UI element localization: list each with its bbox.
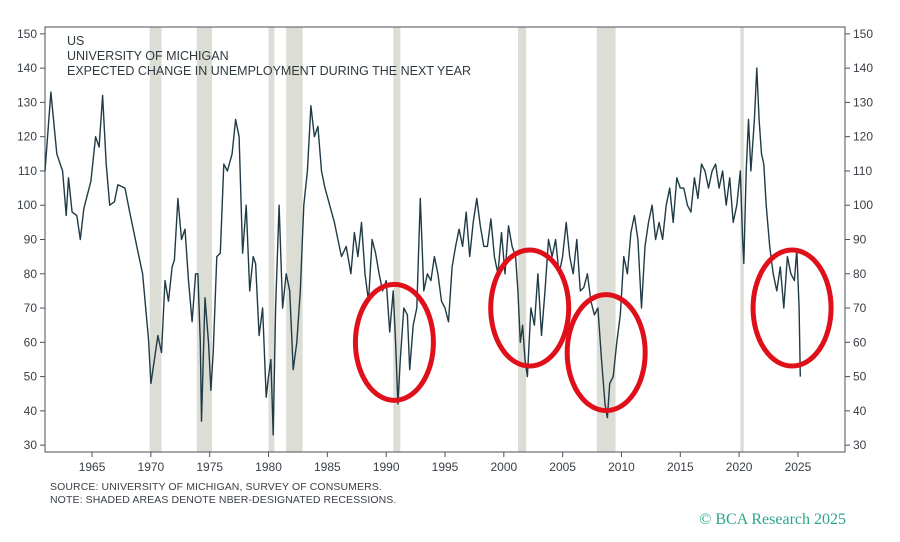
axes-group: 1965 1970 1975 1980 1985 1990 1995 2000 2005 2010… <box>17 26 873 474</box>
highlight-circles-group <box>352 247 834 414</box>
recession-note: NOTE: SHADED AREAS DENOTE NBER-DESIGNATE… <box>50 494 397 506</box>
series-line-0 <box>44 67 801 436</box>
y-tick-label-right-120: 120 <box>853 130 873 144</box>
y-tick-label-left-80: 80 <box>24 267 38 281</box>
x-tick-label-2010: 2010 <box>608 460 635 474</box>
y-tick-label-left-40: 40 <box>24 404 38 418</box>
y-tick-label-left-100: 100 <box>17 198 37 212</box>
y-tick-label-right-100: 100 <box>853 198 873 212</box>
y-tick-label-left-50: 50 <box>24 370 38 384</box>
plot-frame <box>44 26 846 453</box>
recession-band-5 <box>517 27 527 452</box>
title-group: US UNIVERSITY OF MICHIGAN EXPECTED CHANG… <box>67 34 471 78</box>
bca-credit: © BCA Research 2025 <box>699 511 846 528</box>
x-tick-label-2020: 2020 <box>726 460 753 474</box>
y-tick-label-right-130: 130 <box>853 95 873 109</box>
y-tick-label-right-90: 90 <box>853 233 867 247</box>
y-tick-label-left-110: 110 <box>18 164 37 178</box>
recession-band-0 <box>149 27 162 452</box>
chart-title-line-1: US <box>67 34 84 48</box>
x-tick-label-1995: 1995 <box>432 460 459 474</box>
y-tick-label-left-150: 150 <box>17 27 37 41</box>
recession-band-6 <box>596 27 616 452</box>
y-tick-label-left-60: 60 <box>24 335 38 349</box>
x-tick-label-2000: 2000 <box>490 460 517 474</box>
y-tick-label-left-120: 120 <box>17 130 37 144</box>
y-tick-label-right-60: 60 <box>853 335 867 349</box>
highlight-circle-3 <box>750 247 834 369</box>
x-tick-label-1965: 1965 <box>79 460 106 474</box>
source-note: SOURCE: UNIVERSITY OF MICHIGAN, SURVEY O… <box>50 481 382 493</box>
recession-shading-group <box>149 27 744 452</box>
x-tick-label-2025: 2025 <box>785 460 812 474</box>
x-tick-label-1975: 1975 <box>196 460 223 474</box>
y-tick-label-right-40: 40 <box>853 404 867 418</box>
x-tick-label-2015: 2015 <box>667 460 694 474</box>
y-tick-label-right-110: 110 <box>853 164 872 178</box>
x-tick-label-2005: 2005 <box>549 460 576 474</box>
recession-band-1 <box>196 27 213 452</box>
highlight-circle-1 <box>488 247 572 369</box>
chart-title-line-2: UNIVERSITY OF MICHIGAN <box>67 49 229 63</box>
y-tick-label-left-90: 90 <box>24 233 38 247</box>
highlight-circle-2 <box>564 292 648 414</box>
series-group <box>44 67 801 436</box>
y-tick-label-right-150: 150 <box>853 27 873 41</box>
y-tick-label-left-70: 70 <box>24 301 38 315</box>
x-tick-label-1985: 1985 <box>314 460 341 474</box>
highlight-circle-0 <box>352 281 436 403</box>
y-tick-label-left-130: 130 <box>17 95 37 109</box>
y-tick-label-right-70: 70 <box>853 301 867 315</box>
y-tick-label-right-80: 80 <box>853 267 867 281</box>
recession-band-3 <box>286 27 303 452</box>
x-tick-label-1990: 1990 <box>373 460 400 474</box>
y-tick-label-right-50: 50 <box>853 370 867 384</box>
y-tick-label-left-30: 30 <box>24 438 38 452</box>
y-tick-label-right-30: 30 <box>853 438 867 452</box>
recession-band-4 <box>393 27 401 452</box>
y-tick-label-right-140: 140 <box>853 61 873 75</box>
x-tick-label-1980: 1980 <box>255 460 282 474</box>
recession-band-2 <box>268 27 275 452</box>
chart-title-line-3: EXPECTED CHANGE IN UNEMPLOYMENT DURING T… <box>67 64 471 78</box>
y-tick-label-left-140: 140 <box>17 61 37 75</box>
x-tick-label-1970: 1970 <box>138 460 165 474</box>
